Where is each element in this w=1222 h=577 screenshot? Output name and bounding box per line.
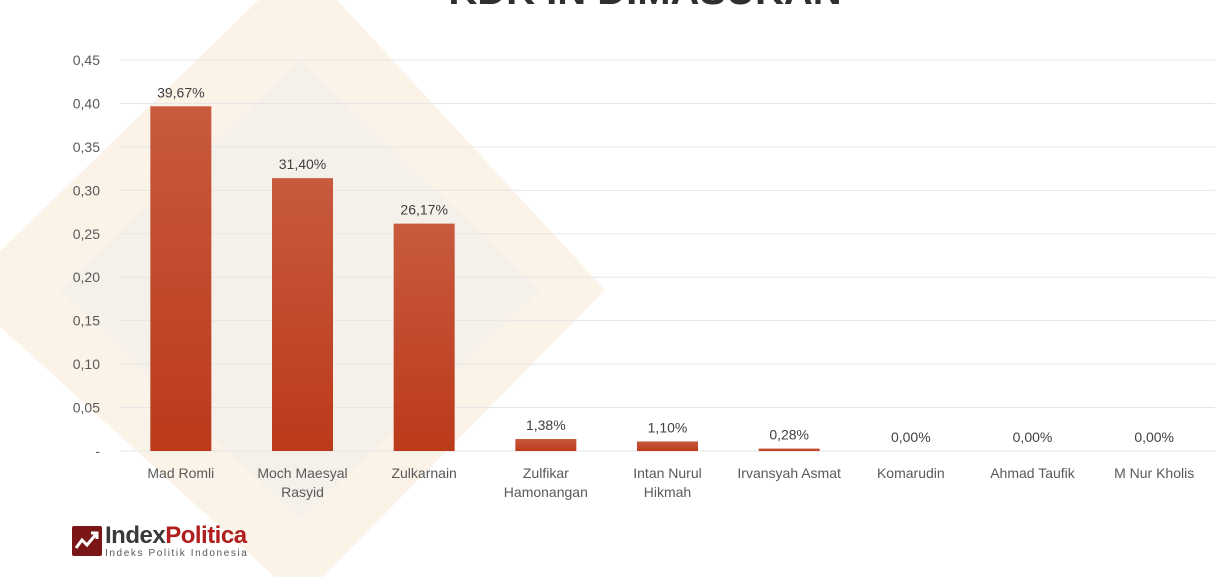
- x-tick-label: M Nur Kholis: [1114, 465, 1194, 481]
- bar: [272, 178, 333, 451]
- logo-tagline: Indeks Politik Indonesia: [105, 548, 249, 559]
- x-tick-label: Moch Maesyal Rasyid: [257, 465, 347, 500]
- chart-trend-icon: [72, 526, 102, 556]
- y-tick-label: 0,15: [73, 313, 100, 329]
- logo-brand: IndexPolitica: [105, 522, 247, 549]
- x-tick-label: Ahmad Taufik: [990, 465, 1076, 481]
- bar: [150, 106, 212, 452]
- x-tick-label: Intan Nurul Hikmah: [633, 465, 701, 500]
- x-tick-label: Zulfikar Hamonangan: [504, 465, 588, 500]
- chart-title: KDK IN DIMASUKAN: [448, 0, 841, 13]
- y-tick-label: 0,05: [73, 400, 100, 416]
- y-tick-label: 0,40: [73, 95, 100, 111]
- x-tick-label: Komarudin: [877, 465, 945, 481]
- y-tick-label: 0,10: [73, 356, 100, 372]
- data-label: 0,28%: [769, 427, 809, 443]
- bar: [393, 223, 455, 451]
- data-label: 0,00%: [1013, 429, 1053, 445]
- data-label: 1,10%: [648, 419, 688, 435]
- data-label: 39,67%: [157, 84, 204, 100]
- y-tick-label: 0,30: [73, 182, 100, 198]
- bar: [515, 439, 577, 451]
- x-tick-label: Zulkarnain: [391, 465, 456, 481]
- x-tick-label: Irvansyah Asmat: [737, 465, 841, 481]
- y-tick-label: 0,45: [73, 52, 100, 68]
- x-tick-label: Mad Romli: [147, 465, 214, 481]
- y-tick-label: -: [95, 443, 100, 459]
- bar: [637, 441, 698, 451]
- data-label: 0,00%: [1134, 429, 1174, 445]
- data-label: 31,40%: [279, 156, 326, 172]
- y-tick-label: 0,20: [73, 269, 100, 285]
- bar: [758, 448, 820, 451]
- y-tick-label: 0,35: [73, 139, 100, 155]
- data-label: 1,38%: [526, 417, 566, 433]
- data-label: 0,00%: [891, 429, 931, 445]
- y-tick-label: 0,25: [73, 226, 100, 242]
- data-label: 26,17%: [400, 202, 447, 218]
